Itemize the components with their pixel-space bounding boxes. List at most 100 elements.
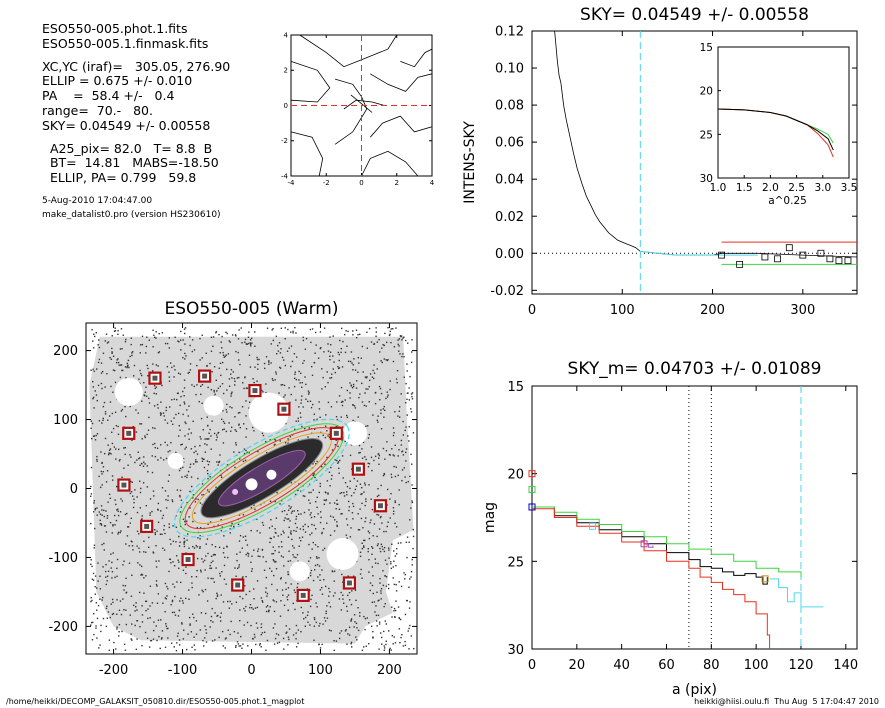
field-speck xyxy=(270,343,272,345)
sky-profile-title: SKY= 0.04549 +/- 0.00558 xyxy=(580,5,809,25)
field-speck xyxy=(270,518,272,521)
field-speck xyxy=(382,548,384,551)
field-speck xyxy=(293,377,296,380)
field-speck xyxy=(90,596,92,599)
field-speck xyxy=(337,365,339,368)
field-speck xyxy=(411,500,413,502)
field-speck xyxy=(233,451,235,453)
field-speck xyxy=(215,434,218,436)
field-speck xyxy=(319,331,322,333)
field-speck xyxy=(253,430,255,432)
field-speck xyxy=(183,403,186,405)
field-speck xyxy=(164,419,166,421)
field-speck xyxy=(162,412,165,414)
field-speck xyxy=(346,414,348,417)
field-speck xyxy=(273,610,276,613)
field-speck xyxy=(157,619,160,621)
field-speck xyxy=(363,615,365,618)
field-speck xyxy=(336,521,338,523)
sky-box-marker xyxy=(785,244,793,252)
field-speck xyxy=(96,507,98,509)
field-speck xyxy=(280,499,283,502)
field-speck xyxy=(93,335,96,338)
field-speck xyxy=(159,414,162,416)
field-speck xyxy=(111,571,114,573)
mag-curve-red xyxy=(532,508,771,649)
field-speck xyxy=(373,523,376,525)
field-speck xyxy=(300,372,302,375)
field-speck xyxy=(260,646,262,648)
field-speck xyxy=(144,391,147,393)
field-speck xyxy=(117,508,119,510)
field-speck xyxy=(95,625,97,627)
field-speck xyxy=(212,560,214,562)
field-speck xyxy=(128,366,130,369)
field-speck xyxy=(390,563,392,565)
field-speck xyxy=(288,505,290,507)
field-speck xyxy=(244,459,247,462)
field-speck xyxy=(256,518,258,521)
field-speck xyxy=(97,562,99,564)
field-speck xyxy=(154,532,156,534)
field-speck xyxy=(153,405,156,407)
field-speck xyxy=(252,378,254,380)
field-speck xyxy=(116,613,118,615)
field-speck xyxy=(368,571,370,573)
field-speck xyxy=(184,523,186,526)
field-speck xyxy=(184,421,186,423)
field-speck xyxy=(91,437,93,440)
field-speck xyxy=(211,607,213,610)
field-speck xyxy=(207,477,209,480)
field-speck xyxy=(307,621,309,623)
field-speck xyxy=(235,646,237,648)
field-speck xyxy=(111,475,114,477)
field-speck xyxy=(408,648,410,650)
field-speck xyxy=(178,341,180,343)
field-speck xyxy=(220,474,222,477)
field-speck xyxy=(338,353,340,356)
field-speck xyxy=(198,594,200,596)
field-speck xyxy=(310,516,313,519)
field-speck xyxy=(149,585,152,587)
field-speck xyxy=(106,515,109,517)
field-speck xyxy=(391,616,393,618)
field-speck xyxy=(239,363,241,366)
field-speck xyxy=(90,369,92,371)
field-speck xyxy=(222,410,224,412)
field-speck xyxy=(319,574,321,576)
field-speck xyxy=(235,601,238,604)
contour-line xyxy=(350,94,373,113)
field-speck xyxy=(201,483,204,485)
field-speck xyxy=(402,420,404,423)
field-speck xyxy=(380,587,383,590)
field-speck xyxy=(203,458,205,461)
field-speck xyxy=(269,537,272,539)
field-speck xyxy=(202,429,204,431)
field-speck xyxy=(104,437,107,440)
field-speck xyxy=(297,420,300,422)
field-speck xyxy=(214,393,216,396)
y-tick-label: 0.08 xyxy=(495,99,524,114)
field-speck xyxy=(218,546,221,549)
field-speck xyxy=(167,627,169,630)
field-speck xyxy=(395,600,397,602)
field-speck xyxy=(120,498,122,500)
field-speck xyxy=(365,645,367,647)
field-speck xyxy=(390,492,392,495)
field-speck xyxy=(269,500,272,503)
field-speck xyxy=(393,432,395,434)
field-speck xyxy=(141,644,143,647)
field-speck xyxy=(293,589,296,591)
field-speck xyxy=(284,394,286,396)
field-speck xyxy=(234,380,236,383)
field-speck xyxy=(271,525,273,527)
field-speck xyxy=(301,536,304,538)
field-speck xyxy=(304,427,306,430)
field-speck xyxy=(334,444,336,446)
field-speck xyxy=(146,637,149,639)
field-speck xyxy=(295,638,297,640)
field-speck xyxy=(384,575,386,577)
field-speck xyxy=(154,387,156,390)
field-speck xyxy=(204,451,207,453)
field-speck xyxy=(202,458,204,460)
